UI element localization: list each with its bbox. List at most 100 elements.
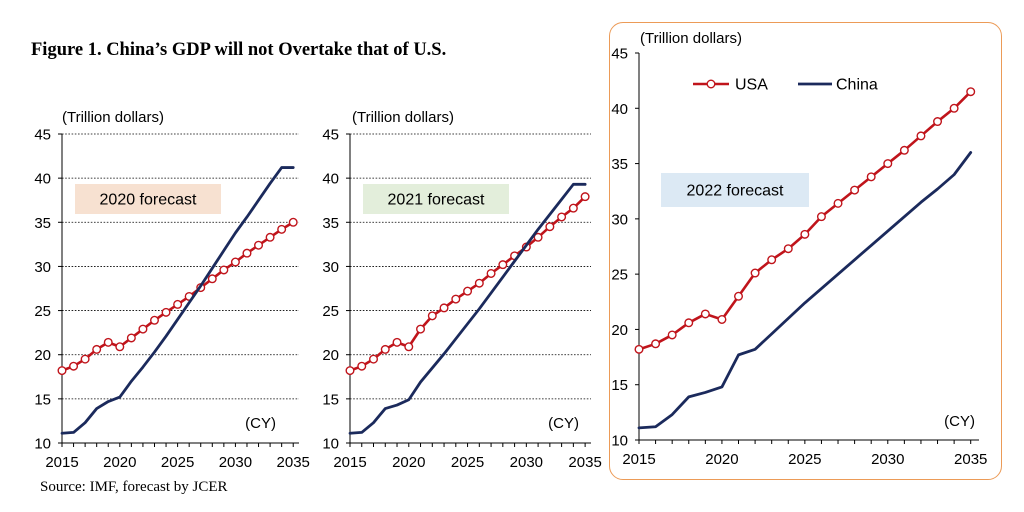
usa-data-point (949, 103, 959, 113)
y-tick-label: 35 (34, 215, 51, 232)
usa-data-point (115, 342, 125, 352)
y-tick-label: 25 (322, 303, 339, 320)
usa-data-point (734, 291, 744, 301)
legend-usa-marker (706, 79, 716, 89)
y-tick-label: 20 (611, 322, 628, 339)
y-tick-label: 30 (322, 259, 339, 276)
usa-data-point (717, 314, 727, 324)
usa-data-point (700, 309, 710, 319)
usa-data-point (667, 330, 677, 340)
x-tick-label: 2035 (568, 454, 601, 471)
usa-data-point (380, 344, 390, 354)
usa-data-point (369, 354, 379, 364)
usa-data-point (651, 339, 661, 349)
usa-data-point (899, 145, 909, 155)
usa-data-point (207, 274, 217, 284)
x-axis-label: (CY) (548, 415, 579, 432)
usa-data-point (80, 354, 90, 364)
usa-data-point (427, 311, 437, 321)
y-tick-label: 10 (322, 436, 339, 453)
usa-data-point (800, 229, 810, 239)
usa-data-point (161, 307, 171, 317)
usa-data-point (850, 185, 860, 195)
y-tick-label: 45 (34, 127, 51, 144)
forecast-label: 2021 forecast (388, 192, 486, 209)
usa-data-point (265, 232, 275, 242)
china-series-line (637, 151, 973, 430)
figure-source: Source: IMF, forecast by JCER (40, 479, 228, 495)
usa-data-point (783, 244, 793, 254)
usa-data-point (557, 212, 567, 222)
x-tick-label: 2015 (333, 454, 366, 471)
usa-data-point (451, 294, 461, 304)
x-tick-label: 2025 (788, 451, 821, 468)
y-tick-label: 25 (34, 303, 51, 320)
usa-data-point (416, 324, 426, 334)
usa-data-point (69, 361, 79, 371)
y-tick-label: 35 (322, 215, 339, 232)
usa-series-line (637, 90, 973, 351)
x-tick-label: 2015 (622, 451, 655, 468)
legend-china-label: China (836, 77, 878, 94)
usa-data-point (92, 344, 102, 354)
x-tick-label: 2030 (510, 454, 543, 471)
x-tick-label: 2035 (277, 454, 310, 471)
usa-data-point (833, 198, 843, 208)
y-tick-label: 45 (322, 127, 339, 144)
y-tick-label: 45 (611, 46, 628, 63)
usa-data-point (103, 337, 113, 347)
china-series-line (60, 166, 295, 435)
usa-data-point (149, 315, 159, 325)
figure-title: Figure 1. China’s GDP will not Overtake … (31, 40, 447, 60)
y-tick-label: 35 (611, 156, 628, 173)
y-tick-label: 20 (322, 347, 339, 364)
x-tick-label: 2035 (954, 451, 987, 468)
usa-data-point (533, 232, 543, 242)
x-axis-label: (CY) (245, 415, 276, 432)
usa-data-point (486, 268, 496, 278)
y-tick-label: 30 (611, 211, 628, 228)
usa-data-point (866, 172, 876, 182)
x-tick-label: 2030 (219, 454, 252, 471)
x-axis-label: (CY) (944, 413, 975, 430)
y-tick-label: 40 (322, 171, 339, 188)
usa-data-point (634, 344, 644, 354)
x-tick-label: 2030 (871, 451, 904, 468)
y-tick-label: 15 (34, 391, 51, 408)
y-tick-label: 10 (34, 436, 51, 453)
forecast-label-box (75, 184, 221, 214)
highlight-frame (609, 22, 1002, 480)
y-tick-label: 30 (34, 259, 51, 276)
y-tick-label: 25 (611, 267, 628, 284)
y-axis-label: (Trillion dollars) (62, 109, 164, 126)
x-tick-label: 2025 (161, 454, 194, 471)
usa-data-point (883, 159, 893, 169)
usa-data-point (126, 333, 136, 343)
x-tick-label: 2020 (103, 454, 136, 471)
usa-data-point (392, 337, 402, 347)
forecast-label: 2022 forecast (687, 183, 785, 200)
usa-data-point (463, 286, 473, 296)
y-axis-label: (Trillion dollars) (640, 30, 742, 47)
usa-data-point (816, 212, 826, 222)
usa-data-point (545, 222, 555, 232)
y-axis-label: (Trillion dollars) (352, 109, 454, 126)
usa-data-point (474, 278, 484, 288)
legend-usa-label: USA (735, 77, 768, 94)
y-tick-label: 40 (34, 171, 51, 188)
x-tick-label: 2020 (705, 451, 738, 468)
usa-data-point (580, 192, 590, 202)
usa-data-point (404, 342, 414, 352)
usa-data-point (254, 240, 264, 250)
usa-data-point (498, 260, 508, 270)
usa-data-point (345, 366, 355, 376)
usa-data-point (916, 131, 926, 141)
y-tick-label: 15 (322, 391, 339, 408)
y-tick-label: 20 (34, 347, 51, 364)
y-tick-label: 40 (611, 101, 628, 118)
y-tick-label: 15 (611, 377, 628, 394)
usa-data-point (230, 257, 240, 267)
forecast-label-box (661, 173, 809, 207)
usa-data-point (966, 87, 976, 97)
